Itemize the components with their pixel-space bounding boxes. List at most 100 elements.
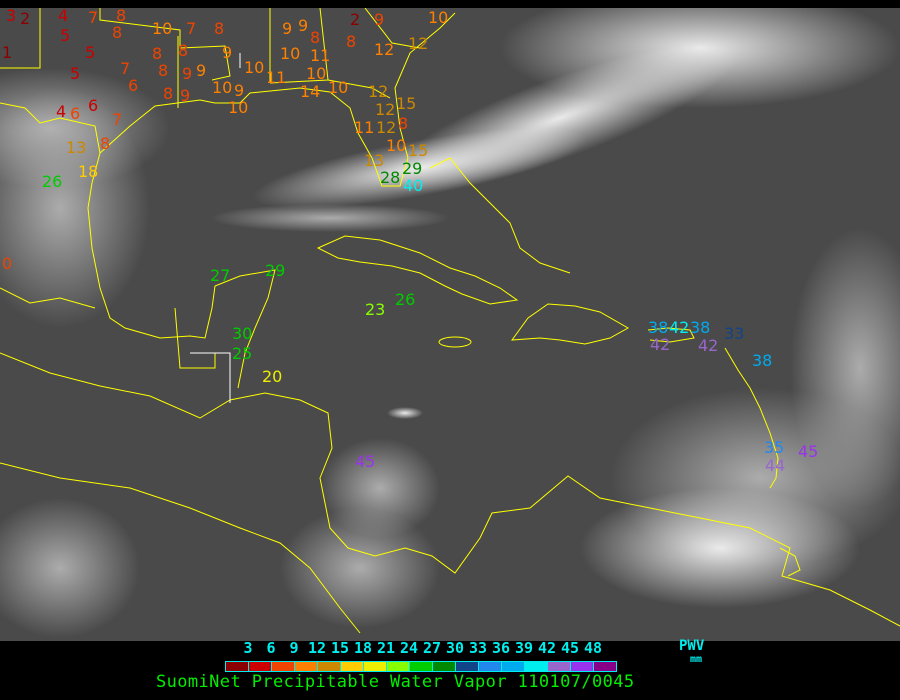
station-pwv-label: 42 [650, 335, 671, 354]
station-pwv-label: 5 [85, 43, 96, 62]
station-pwv-label: 20 [262, 367, 283, 386]
station-pwv-label: 10 [428, 8, 449, 27]
station-pwv-label: 7 [88, 8, 99, 27]
legend-swatch [272, 662, 295, 671]
legend-tick-label: 42 [537, 639, 557, 657]
legend-swatch [502, 662, 525, 671]
station-pwv-label: 9 [282, 19, 293, 38]
puerto-rico [647, 327, 695, 343]
station-pwv-label: 8 [346, 32, 357, 51]
legend-swatch [548, 662, 571, 671]
station-pwv-label: 9 [182, 64, 193, 83]
legend-tick-label: 27 [422, 639, 442, 657]
legend-tick-label: 12 [307, 639, 327, 657]
station-pwv-label: 30 [232, 324, 253, 343]
station-pwv-label: 8 [152, 44, 163, 63]
station-pwv-label: 26 [395, 290, 416, 309]
station-pwv-label: 42 [698, 336, 719, 355]
station-pwv-label: 26 [42, 172, 63, 191]
coastlines [0, 12, 900, 634]
station-pwv-label: 3 [6, 8, 17, 25]
station-pwv-label: 6 [88, 96, 99, 115]
station-pwv-label: 9 [180, 86, 191, 105]
station-pwv-label: 8 [310, 28, 321, 47]
cloud-cover [0, 8, 900, 638]
station-pwv-label: 12 [368, 82, 389, 101]
station-pwv-label: 5 [70, 64, 81, 83]
station-pwv-label: 44 [765, 456, 786, 475]
legend-tick-label: 15 [330, 639, 350, 657]
legend-tick-label: 21 [376, 639, 396, 657]
map-overlay [0, 8, 900, 638]
station-pwv-label: 10 [228, 98, 249, 117]
station-pwv-label: 10 [386, 136, 407, 155]
image-title: SuomiNet Precipitable Water Vapor 110107… [156, 672, 635, 692]
station-pwv-label: 10 [244, 58, 265, 77]
cuba [316, 235, 519, 305]
legend-tick-label: 9 [289, 639, 299, 657]
station-pwv-label: 2 [350, 10, 361, 29]
station-pwv-label: 38 [648, 318, 669, 337]
station-pwv-label: 13 [364, 151, 385, 170]
legend-tick-label: 48 [583, 639, 603, 657]
legend-swatch [433, 662, 456, 671]
pwv-legend: 3 6 9 12 15 18 21 24 27 30 33 36 39 42 45 48 PWV mm Suo… [0, 638, 900, 700]
station-pwv-label: 12 [374, 40, 395, 59]
legend-swatch [226, 662, 249, 671]
station-pwv-label: 7 [186, 19, 197, 38]
central-america-pacific [0, 462, 361, 634]
station-pwv-label: 9 [298, 16, 309, 35]
station-pwv-label: 8 [398, 114, 409, 133]
station-pwv-label: 7 [112, 110, 123, 129]
legend-tick-label: 30 [445, 639, 465, 657]
legend-tick-label: 18 [353, 639, 373, 657]
station-pwv-label: 4 [58, 8, 69, 25]
legend-tick-label: 45 [560, 639, 580, 657]
station-pwv-label: 33 [724, 324, 745, 343]
central-america-coast [0, 352, 900, 627]
station-pwv-label: 15 [396, 94, 417, 113]
legend-swatch [341, 662, 364, 671]
us-gulf-coast [0, 12, 456, 187]
station-pwv-label: 12 [408, 34, 429, 53]
legend-tick-label: 36 [491, 639, 511, 657]
lesser-antilles [724, 347, 779, 489]
legend-swatch [364, 662, 387, 671]
station-pwv-label: 12 [375, 100, 396, 119]
station-pwv-label: 14 [300, 82, 321, 101]
hispaniola [510, 303, 630, 345]
station-pwv-label: 10 [306, 64, 327, 83]
station-pwv-label: 11 [266, 68, 287, 87]
station-pwv-label: 8 [158, 61, 169, 80]
station-pwv-label: 23 [365, 300, 386, 319]
legend-tick-label: 24 [399, 639, 419, 657]
legend-colorbar [225, 661, 617, 672]
legend-swatch [318, 662, 341, 671]
state-borders [0, 8, 421, 369]
legend-swatch [387, 662, 410, 671]
station-pwv-label: 4 [56, 102, 67, 121]
legend-tick-label: 39 [514, 639, 534, 657]
station-pwv-label: 18 [78, 162, 99, 181]
station-pwv-label: 7 [120, 59, 131, 78]
station-pwv-label: 8 [112, 23, 123, 42]
station-pwv-label: 45 [798, 442, 819, 461]
station-pwv-label: 29 [265, 261, 286, 280]
legend-swatch [456, 662, 479, 671]
bahamas [429, 157, 571, 274]
station-pwv-label: 9 [374, 10, 385, 29]
legend-swatch [594, 662, 616, 671]
station-pwv-label: 0 [2, 254, 13, 273]
station-pwv-label: 10 [328, 78, 349, 97]
station-pwv-label: 6 [128, 76, 139, 95]
station-pwv-label: 25 [232, 344, 253, 363]
station-pwv-label: 8 [178, 41, 189, 60]
trinidad-coast [779, 547, 801, 577]
station-pwv-label: 1 [2, 43, 13, 62]
station-pwv-label: 6 [70, 104, 81, 123]
station-pwv-label: 9 [234, 81, 245, 100]
station-pwv-label: 12 [376, 118, 397, 137]
legend-swatch [249, 662, 272, 671]
station-pwv-label: 10 [152, 19, 173, 38]
